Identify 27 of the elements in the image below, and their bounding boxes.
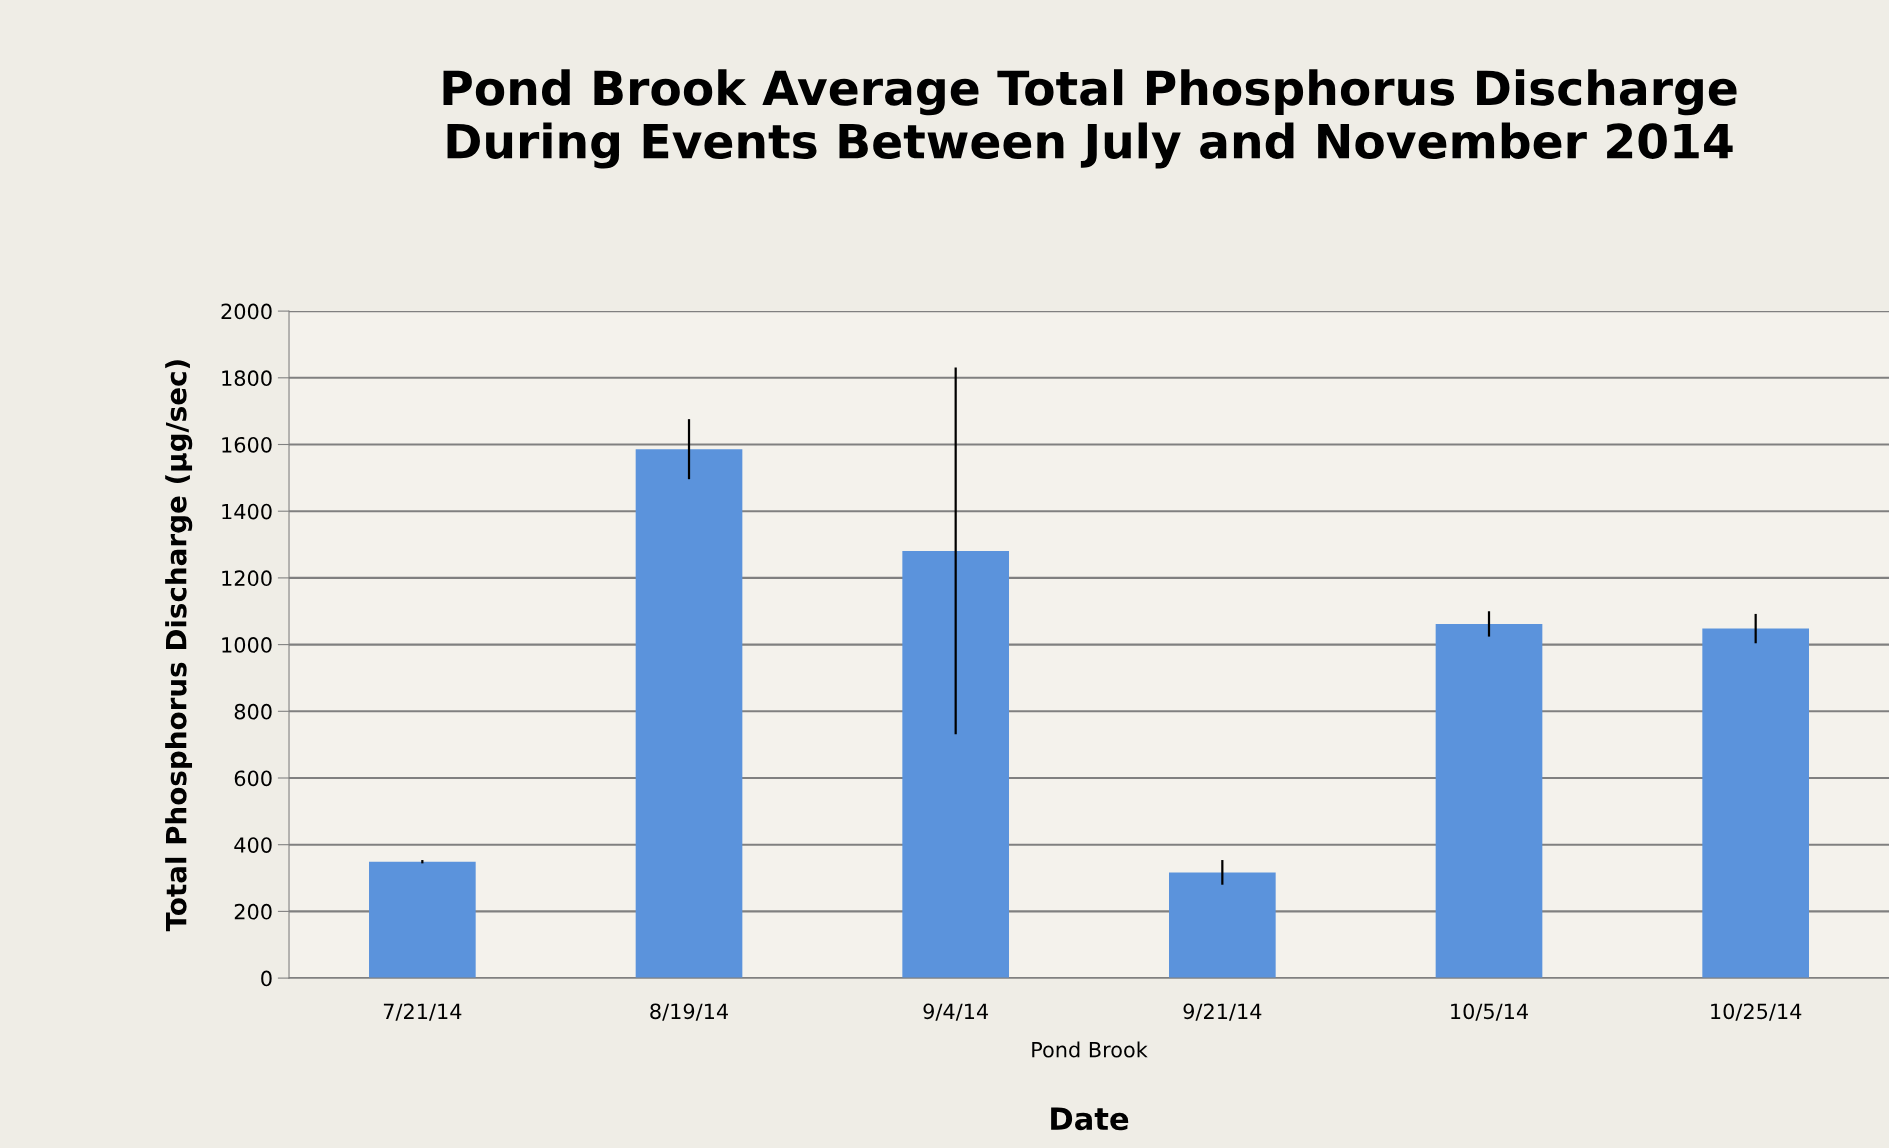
y-tick-label: 800 [234,703,272,720]
y-tick-label: 0 [261,970,272,987]
bar [369,861,476,979]
y-tick-label: 1400 [222,503,272,520]
y-tick-label: 1600 [222,436,272,453]
x-tick-label: 10/25/14 [1711,1003,1802,1021]
y-tick-label: 1800 [222,370,272,387]
x-tick-label: 9/21/14 [1183,1003,1262,1021]
bar [1435,623,1543,979]
y-axis-title: Total Phosphorus Discharge (µg/sec) [165,360,193,932]
x-tick-label: 10/5/14 [1451,1003,1528,1021]
y-tick-label: 200 [234,903,272,920]
bar [1169,872,1276,979]
x-tick-label: 8/19/14 [650,1003,728,1021]
chart-title: Pond Brook Average Total Phosphorus Discharge During Events Between July and November 2014 [443,69,1737,169]
y-tick-label: 1000 [222,637,272,653]
bar [902,550,1010,979]
x-tick-label: 7/21/14 [383,1003,462,1021]
bar [635,449,743,979]
y-tick-label: 400 [234,837,272,853]
text: Pond Brook [1032,1041,1148,1058]
y-tick-label: 1200 [222,570,272,587]
bar [1702,628,1809,979]
x-tick-label: 9/4/14 [923,1003,989,1021]
x-axis-title: Date [1051,1107,1129,1131]
y-tick-label: 2000 [221,303,272,320]
y-tick-label: 600 [234,770,272,787]
